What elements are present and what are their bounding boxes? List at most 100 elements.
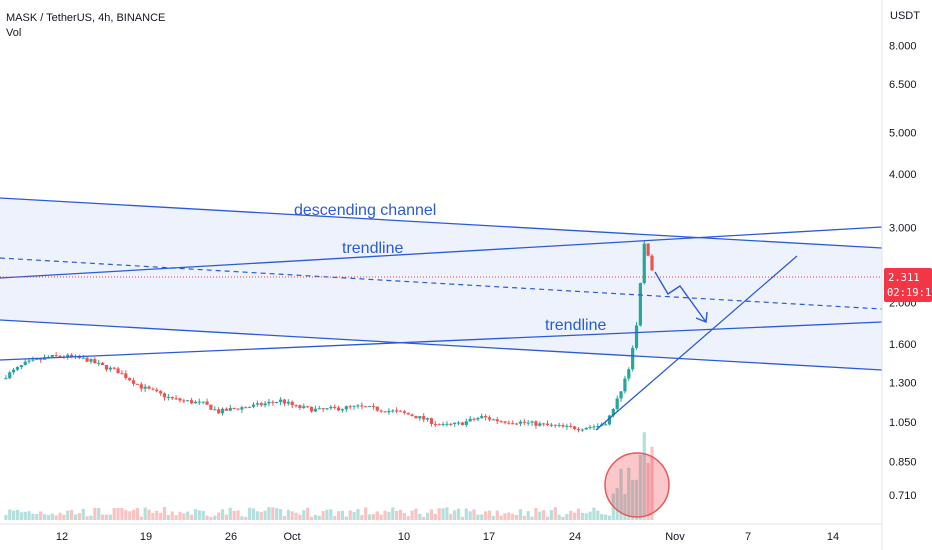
volume-bar — [186, 511, 190, 520]
candle-body — [569, 425, 573, 427]
candle-body — [306, 406, 310, 408]
candle-body — [23, 361, 27, 366]
volume-bar — [344, 516, 348, 520]
candle-body — [19, 365, 23, 368]
volume-bar — [23, 511, 27, 520]
volume-bar — [128, 511, 132, 520]
volume-bar — [545, 516, 550, 520]
volume-bar — [162, 507, 167, 520]
volume-bar — [433, 513, 437, 520]
candle-body — [367, 406, 372, 408]
time-tick-label: 24 — [569, 531, 581, 543]
candle-body — [27, 360, 31, 362]
lower-trendline[interactable] — [0, 321, 883, 361]
candle-body — [151, 388, 155, 390]
candle-body — [85, 357, 89, 362]
volume-bar — [50, 513, 54, 520]
candle-body — [453, 422, 457, 424]
volume-bar — [406, 516, 410, 520]
candle-body — [143, 386, 147, 389]
candle-body — [619, 391, 623, 399]
volume-bar — [166, 515, 170, 520]
volume-bar — [603, 514, 608, 520]
volume-bar — [313, 514, 317, 520]
candle-body — [565, 425, 569, 427]
volume-bar — [460, 516, 465, 520]
volume-bar — [62, 514, 66, 520]
volume-bar — [19, 512, 23, 520]
last-price-badge[interactable] — [884, 268, 932, 302]
candle-body — [186, 400, 190, 402]
symbol-title[interactable]: MASK / TetherUS, 4h, BINANCE — [6, 12, 166, 24]
candle-body — [267, 401, 271, 404]
candle-body — [584, 427, 588, 430]
candle-body — [418, 416, 422, 419]
volume-bar — [456, 508, 461, 520]
candle-body — [573, 426, 577, 429]
candle-body — [193, 401, 198, 404]
candle-body — [124, 373, 128, 379]
volume-bar — [108, 514, 112, 520]
descending-channel-upper-line[interactable] — [0, 197, 883, 249]
price-tick-label: 3.000 — [889, 222, 917, 234]
volume-bar — [464, 508, 468, 520]
annotation-trendline-upper[interactable]: trendline — [342, 240, 403, 257]
volume-bar — [58, 512, 62, 520]
volume-bar — [592, 507, 596, 520]
volume-bar — [410, 510, 414, 520]
volume-bar — [356, 509, 360, 520]
candle-body — [561, 425, 565, 427]
candle-body — [108, 367, 112, 370]
rising-support-trendline[interactable] — [595, 255, 798, 431]
descending-channel-midline[interactable] — [0, 257, 883, 310]
candle-body — [414, 415, 418, 419]
volume-bar — [588, 511, 592, 520]
volume-bar — [155, 510, 159, 520]
volume-bar — [375, 511, 379, 520]
volume-bar — [139, 516, 143, 520]
candle-body — [576, 428, 581, 430]
volume-bar — [205, 515, 209, 520]
volume-bar — [70, 510, 74, 520]
volume-bar — [596, 510, 600, 520]
candle-body — [352, 405, 356, 407]
candle-body — [228, 407, 232, 411]
candle-body — [104, 364, 109, 370]
volume-bar — [352, 511, 356, 520]
candle-body — [433, 423, 437, 425]
volume-bar — [340, 510, 345, 520]
volume-bar — [518, 509, 523, 520]
candle-body — [81, 357, 85, 359]
candle-body — [534, 421, 538, 426]
annotation-trendline-lower[interactable]: trendline — [545, 317, 606, 334]
volume-bar — [42, 514, 47, 520]
candle-body — [97, 362, 101, 364]
candle-body — [93, 359, 97, 364]
candle-body — [131, 380, 136, 384]
candle-body — [159, 391, 163, 394]
descending-channel-lower-line[interactable] — [0, 319, 883, 371]
candle-body — [650, 255, 654, 271]
candle-body — [15, 367, 20, 370]
candle-body — [514, 423, 519, 425]
volume-bar — [100, 514, 105, 520]
volume-bar — [131, 509, 136, 520]
volume-bar — [66, 510, 70, 520]
annotation-descending-channel[interactable]: descending channel — [294, 202, 436, 219]
volume-bar — [472, 509, 476, 520]
candle-body — [375, 406, 379, 411]
upper-trendline[interactable] — [0, 226, 883, 279]
volume-indicator-label[interactable]: Vol — [6, 27, 22, 39]
projected-path-arrow[interactable] — [654, 271, 707, 323]
candle-body — [549, 424, 554, 426]
volume-bar — [93, 507, 97, 520]
volume-bar — [445, 507, 449, 520]
volume-bar — [143, 507, 147, 520]
volume-bar — [232, 510, 236, 520]
volume-bar — [623, 494, 627, 520]
candle-body — [499, 421, 503, 423]
volume-bar — [615, 488, 619, 520]
candle-body — [39, 358, 43, 360]
candle-body — [638, 283, 642, 326]
